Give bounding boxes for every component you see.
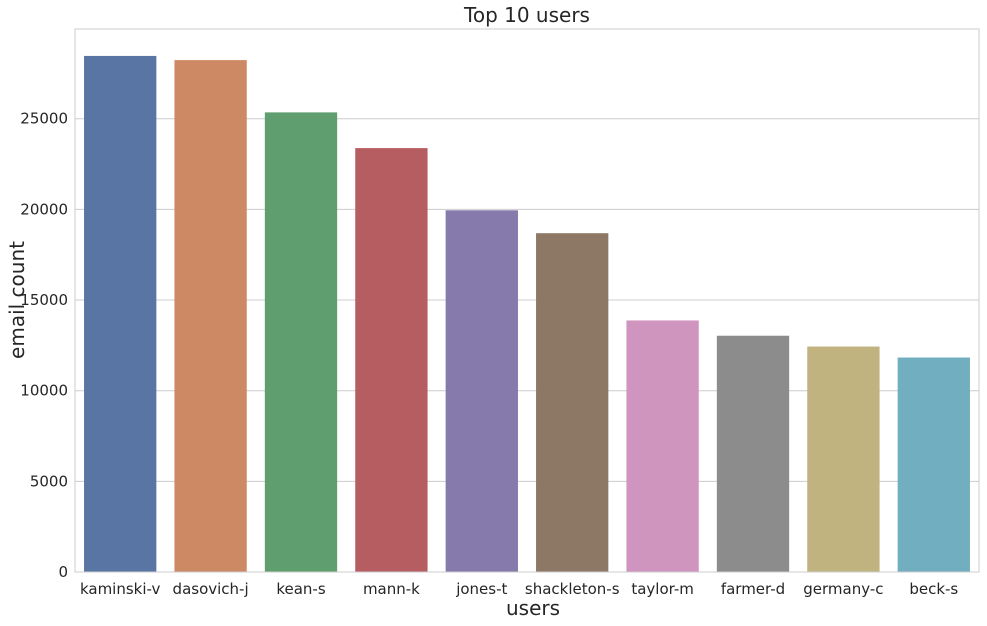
x-axis-title: users (506, 596, 560, 620)
bar-kaminski-v (84, 55, 157, 573)
x-tick-label: farmer-d (721, 580, 785, 598)
bar-jones-t (445, 210, 518, 572)
bar-beck-s (897, 357, 970, 572)
bar-mann-k (355, 148, 428, 572)
x-tick-label: kaminski-v (80, 580, 161, 598)
x-tick-labels: kaminski-v dasovich-j kean-s mann-k jones-t s… (80, 580, 958, 598)
y-tick-label: 20000 (20, 200, 68, 218)
y-tick-label: 15000 (20, 291, 68, 309)
bars (84, 55, 970, 573)
y-tick-labels: 0 5000 10000 15000 20000 25000 (20, 110, 68, 581)
y-tick-label: 25000 (20, 110, 68, 128)
x-tick-label: taylor-m (631, 580, 694, 598)
chart-title: Top 10 users (463, 3, 590, 27)
bar-germany-c (807, 346, 880, 572)
x-tick-label: beck-s (909, 580, 958, 598)
plot-frame (74, 28, 980, 573)
x-tick-label: shackleton-s (525, 580, 620, 598)
x-tick-label: germany-c (803, 580, 883, 598)
bar-taylor-m (626, 320, 699, 572)
x-tick-label: dasovich-j (173, 580, 249, 598)
x-tick-label: kean-s (276, 580, 325, 598)
bar-kean-s (264, 112, 338, 573)
bar-farmer-d (716, 335, 790, 572)
y-tick-label: 10000 (20, 382, 68, 400)
x-tick-label: mann-k (363, 580, 420, 598)
x-tick-label: jones-t (455, 580, 507, 598)
bar-dasovich-j (174, 60, 247, 573)
y-tick-label: 5000 (30, 472, 68, 490)
y-axis-title: email count (5, 241, 29, 359)
y-tick-label: 0 (58, 563, 68, 581)
bar-shackleton-s (536, 233, 609, 573)
